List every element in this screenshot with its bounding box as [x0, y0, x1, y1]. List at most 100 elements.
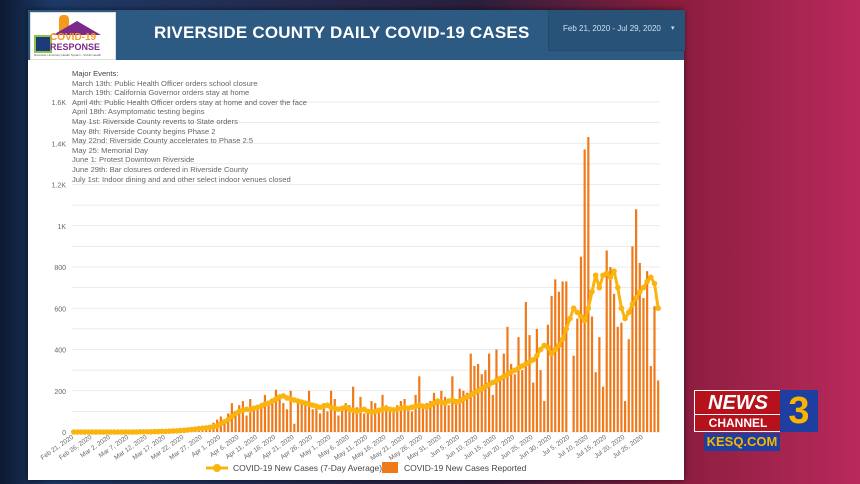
avg-point: [552, 346, 559, 353]
avg-point: [607, 274, 614, 281]
bar: [370, 401, 373, 432]
logo-site: KESQ.COM: [704, 433, 780, 451]
bar: [285, 409, 289, 432]
bar: [657, 380, 660, 432]
dashboard-header: COVID-19 RESPONSE Riverside University H…: [28, 10, 685, 60]
bar: [473, 366, 476, 432]
bar: [447, 405, 450, 432]
event-item: March 13th: Public Health Officer orders…: [72, 78, 258, 88]
logo-line1: COVID-19: [50, 32, 97, 43]
bar: [223, 420, 226, 432]
bar: [263, 394, 267, 432]
bar: [480, 374, 483, 432]
avg-point: [534, 352, 540, 359]
avg-point: [563, 326, 570, 332]
bar: [326, 411, 329, 432]
bar: [539, 370, 542, 432]
avg-point: [592, 272, 599, 279]
bar: [322, 403, 325, 432]
logo-channel: CHANNEL: [694, 414, 782, 432]
bar: [623, 401, 627, 432]
avg-point: [537, 346, 544, 353]
flag-icon: [34, 35, 52, 53]
legend-bar-label: COVID-19 New Cases Reported: [404, 463, 527, 473]
avg-point: [629, 301, 636, 307]
y-tick-label: 1.2K: [52, 183, 67, 190]
avg-point: [585, 305, 592, 312]
bar: [377, 411, 380, 432]
event-item: June 29th: Bar closures ordered in River…: [72, 164, 249, 174]
bar: [396, 405, 399, 432]
bar: [344, 403, 347, 432]
bar: [381, 394, 384, 432]
y-tick-label: 600: [54, 306, 66, 313]
date-range-value: Feb 21, 2020 - Jul 29, 2020: [563, 24, 661, 33]
bar: [282, 403, 285, 432]
events-heading: Major Events:: [72, 69, 119, 78]
bar: [307, 390, 311, 432]
bar: [421, 405, 425, 432]
avg-point: [648, 274, 654, 281]
bar: [609, 267, 612, 432]
event-item: May 22nd: Riverside County accelerates t…: [72, 136, 254, 146]
news-channel-3-logo: NEWS CHANNEL 3 KESQ.COM: [694, 390, 820, 456]
bar: [337, 415, 340, 432]
bar: [579, 256, 583, 432]
date-range-picker[interactable]: Feb 21, 2020 - Jul 29, 2020 ▾: [548, 10, 685, 51]
bar: [315, 407, 318, 432]
bar: [348, 405, 351, 432]
avg-point: [589, 288, 595, 295]
chevron-down-icon[interactable]: ▾: [671, 25, 675, 32]
bar: [517, 337, 520, 432]
legend-bar-swatch: [382, 462, 398, 473]
bar: [304, 405, 307, 432]
bar: [260, 403, 263, 432]
bar: [238, 405, 241, 432]
event-item: June 1: Protest Downtown Riverside: [72, 155, 195, 165]
bar: [524, 302, 527, 432]
bar: [289, 390, 292, 432]
bar: [484, 370, 487, 432]
bar: [594, 372, 597, 432]
avg-point: [545, 344, 551, 351]
bar: [488, 353, 491, 432]
bar: [296, 399, 300, 432]
bar: [587, 137, 590, 432]
bar: [612, 293, 616, 432]
bar: [366, 409, 369, 432]
avg-point: [618, 305, 625, 312]
bar: [300, 401, 303, 432]
bar: [293, 423, 296, 432]
bar: [583, 149, 586, 432]
dashboard-frame: COVID-19 RESPONSE Riverside University H…: [28, 10, 685, 480]
bar: [252, 409, 256, 432]
bar: [399, 401, 403, 432]
avg-point: [556, 342, 562, 349]
y-tick-label: 1K: [57, 224, 66, 231]
bar: [462, 390, 465, 432]
bar: [528, 335, 531, 432]
bar: [532, 382, 535, 432]
avg-point: [570, 305, 577, 312]
avg-point: [611, 268, 617, 274]
avg-point: [603, 270, 610, 276]
y-tick-label: 0: [62, 430, 66, 437]
bar: [256, 407, 259, 432]
bar: [329, 390, 333, 432]
avg-point: [548, 350, 555, 357]
bar: [601, 386, 605, 432]
logo-number: 3: [780, 390, 818, 432]
mountain-icon: [53, 21, 101, 35]
bar: [649, 366, 652, 432]
avg-point: [614, 284, 621, 291]
event-item: April 18th: Asymptomatic testing begins: [72, 107, 205, 117]
bar: [572, 355, 575, 432]
bar: [363, 413, 366, 432]
bar: [635, 209, 638, 432]
avg-point: [644, 278, 650, 285]
bar: [554, 279, 557, 432]
legend-line-label: COVID-19 New Cases (7-Day Average): [233, 463, 382, 473]
avg-point: [596, 284, 603, 291]
avg-point: [530, 357, 537, 363]
